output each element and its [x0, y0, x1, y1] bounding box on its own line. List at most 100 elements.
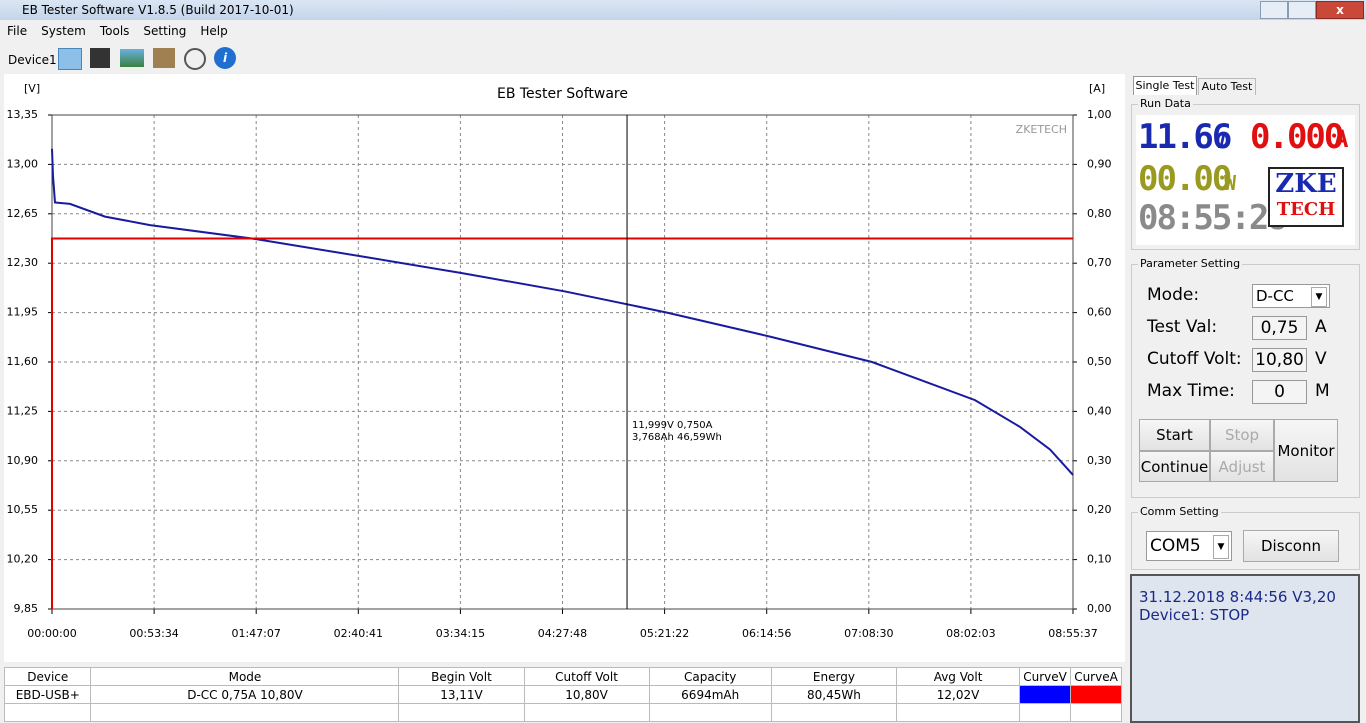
- tab-auto[interactable]: Auto Test: [1198, 78, 1256, 95]
- close-button[interactable]: x: [1316, 1, 1364, 19]
- logo: ZKE TECH: [1268, 167, 1344, 227]
- table-cell: Cutoff Volt: [523, 667, 650, 686]
- test-input[interactable]: 0,75: [1252, 316, 1307, 340]
- table-cell: CurveA: [1070, 667, 1122, 686]
- cutoff-unit: V: [1315, 349, 1327, 369]
- chart-area: [4, 74, 1125, 662]
- group-title: Comm Setting: [1138, 505, 1221, 518]
- group-title: Run Data: [1138, 97, 1193, 110]
- table-cell: Mode: [90, 667, 400, 686]
- search-icon[interactable]: [184, 48, 206, 70]
- current-display: 0.000: [1250, 117, 1344, 157]
- save-icon[interactable]: [90, 48, 110, 68]
- image-icon[interactable]: [120, 49, 144, 67]
- table-cell: [1019, 685, 1072, 704]
- table-cell: [648, 703, 772, 722]
- logo-top: ZKE: [1275, 169, 1337, 199]
- voltage-unit: V: [1214, 129, 1226, 153]
- stop-button[interactable]: Stop: [1210, 419, 1274, 451]
- table-cell: [770, 703, 898, 722]
- table-cell: Device: [3, 667, 92, 686]
- table-cell: 6694mAh: [648, 685, 772, 704]
- y2-tick-label: 0,10: [1087, 553, 1112, 566]
- table-row: [3, 703, 1122, 722]
- y2-tick-label: 1,00: [1087, 108, 1112, 121]
- y-tick-label: 13,00: [7, 157, 39, 170]
- menu-bar: File System Tools Setting Help: [0, 22, 1366, 41]
- y2-tick-label: 0,40: [1087, 404, 1112, 417]
- group-title: Parameter Setting: [1138, 257, 1243, 270]
- mode-label: Mode:: [1147, 285, 1200, 305]
- y-tick-label: 10,20: [7, 553, 39, 566]
- x-tick-label: 01:47:07: [231, 627, 280, 640]
- menu-item[interactable]: System: [41, 24, 86, 38]
- x-tick-label: 07:08:30: [844, 627, 893, 640]
- run-data-group: Run Data 11.66 V 0.000 A 00.00 W 08:55:2…: [1131, 97, 1360, 250]
- port-select[interactable]: COM5 ▼: [1146, 531, 1232, 561]
- table-cell: [1019, 703, 1072, 722]
- test-label: Test Val:: [1147, 317, 1218, 337]
- table-cell: [398, 703, 525, 722]
- y-tick-label: 11,60: [7, 355, 39, 368]
- table-cell: Begin Volt: [398, 667, 525, 686]
- table-cell: Capacity: [648, 667, 772, 686]
- y2-tick-label: 0,30: [1087, 454, 1112, 467]
- mode-select[interactable]: D-CC ▼: [1252, 284, 1330, 308]
- y-tick-label: 12,65: [7, 207, 39, 220]
- table-cell: 12,02V: [896, 685, 1021, 704]
- open-icon[interactable]: [58, 48, 82, 70]
- cutoff-input[interactable]: 10,80: [1252, 348, 1307, 372]
- mode-value: D-CC: [1256, 287, 1294, 305]
- table-cell: Energy: [770, 667, 898, 686]
- table-cell: [896, 703, 1021, 722]
- minimize-button[interactable]: [1260, 1, 1288, 19]
- tools-icon[interactable]: [153, 48, 175, 68]
- x-tick-label: 02:40:41: [334, 627, 383, 640]
- x-tick-label: 08:55:37: [1048, 627, 1097, 640]
- y2-tick-label: 0,60: [1087, 306, 1112, 319]
- y2-axis-label: [A]: [1089, 82, 1105, 95]
- monitor-button[interactable]: Monitor: [1274, 419, 1338, 482]
- x-tick-label: 05:21:22: [640, 627, 689, 640]
- table-cell: [523, 703, 650, 722]
- current-unit: A: [1334, 125, 1349, 153]
- title-bar: EB Tester Software V1.8.5 (Build 2017-10…: [0, 0, 1366, 20]
- info-icon[interactable]: i: [214, 47, 236, 69]
- y-tick-label: 10,90: [7, 454, 39, 467]
- adjust-button[interactable]: Adjust: [1210, 451, 1274, 482]
- table-cell: [1070, 703, 1122, 722]
- status-line: 31.12.2018 8:44:56 V3,20: [1139, 588, 1336, 606]
- maxtime-input[interactable]: 0: [1252, 380, 1307, 404]
- table-cell: [1070, 685, 1122, 704]
- voltage-display: 11.66: [1138, 117, 1232, 157]
- y-tick-label: 13,35: [7, 108, 39, 121]
- tab-single[interactable]: Single Test: [1133, 76, 1197, 95]
- table-cell: EBD-USB+: [3, 685, 92, 704]
- time-display: 08:55:28: [1138, 198, 1288, 238]
- cursor-annotation: 11,999V 0,750A: [632, 420, 713, 431]
- x-tick-label: 06:14:56: [742, 627, 791, 640]
- y2-tick-label: 0,50: [1087, 355, 1112, 368]
- menu-item[interactable]: Setting: [143, 24, 187, 38]
- maxtime-label: Max Time:: [1147, 381, 1235, 401]
- logo-bottom: TECH: [1276, 199, 1336, 220]
- power-unit: W: [1224, 171, 1236, 195]
- table-row: Device Mode Begin Volt Cutoff Volt Capacity E…: [3, 667, 1122, 686]
- maximize-button[interactable]: [1288, 1, 1316, 19]
- start-button[interactable]: Start: [1139, 419, 1210, 451]
- watermark: ZKETECH: [1016, 123, 1067, 136]
- menu-item[interactable]: Help: [200, 24, 228, 38]
- comm-group: Comm Setting COM5 ▼ Disconn: [1131, 505, 1360, 570]
- menu-item[interactable]: Tools: [99, 24, 130, 38]
- continue-button[interactable]: Continue: [1139, 451, 1210, 482]
- y-tick-label: 12,30: [7, 256, 39, 269]
- disconnect-button[interactable]: Disconn: [1243, 530, 1339, 562]
- series-line: [51, 148, 1074, 476]
- series-line: [51, 237, 1073, 609]
- y-tick-label: 11,25: [7, 404, 39, 417]
- device-label[interactable]: Device1: [8, 53, 57, 67]
- y-tick-label: 9,85: [14, 602, 39, 615]
- table-cell: D-CC 0,75A 10,80V: [90, 685, 400, 704]
- menu-item[interactable]: File: [7, 24, 28, 38]
